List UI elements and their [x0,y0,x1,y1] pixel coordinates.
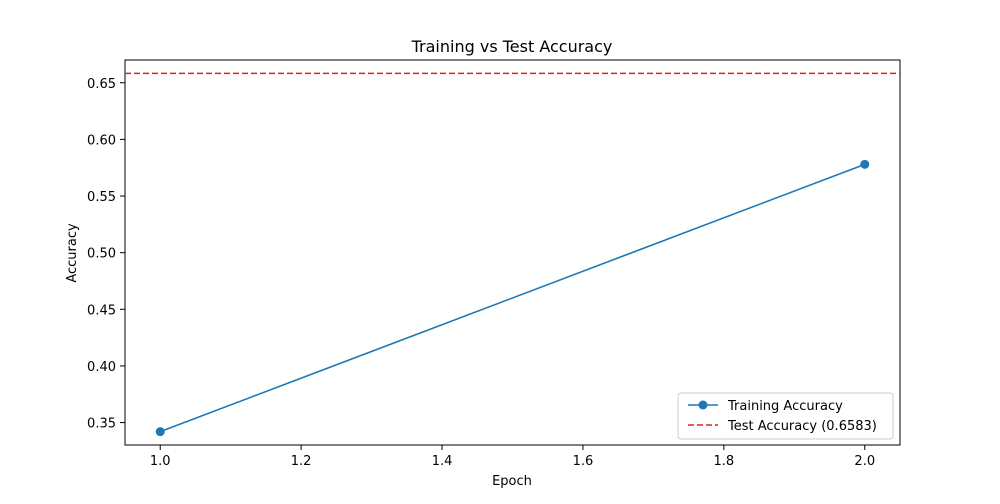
x-tick-label: 1.4 [432,454,453,469]
legend-label-training: Training Accuracy [727,399,843,414]
legend-marker-training [698,400,708,410]
x-tick-label: 1.0 [150,454,171,469]
chart-title: Training vs Test Accuracy [411,37,613,56]
y-tick-label: 0.35 [87,417,116,432]
y-tick-label: 0.45 [87,303,116,318]
legend-box [677,392,894,440]
training-accuracy-point [860,159,870,169]
legend: Training Accuracy Test Accuracy (0.6583) [677,392,894,440]
x-axis-label: Epoch [492,474,532,489]
y-tick-label: 0.60 [87,133,116,148]
training-accuracy-point [155,427,165,437]
x-tick-label: 1.8 [714,454,735,469]
x-tick-label: 2.0 [854,454,875,469]
y-axis-label: Accuracy [65,223,80,283]
y-tick-label: 0.65 [87,77,116,92]
y-tick-label: 0.40 [87,360,116,375]
x-tick-label: 1.6 [573,454,594,469]
y-tick-label: 0.55 [87,190,116,205]
axes-frame [124,59,901,446]
y-tick-label: 0.50 [87,247,116,262]
plot-area: 1.0 1.2 1.4 1.6 1.8 2.0 0.35 0.40 0.45 0.50 0.55 0.… [87,59,901,469]
training-accuracy-line [159,163,866,433]
legend-label-test: Test Accuracy (0.6583) [727,419,877,434]
x-tick-label: 1.2 [291,454,312,469]
